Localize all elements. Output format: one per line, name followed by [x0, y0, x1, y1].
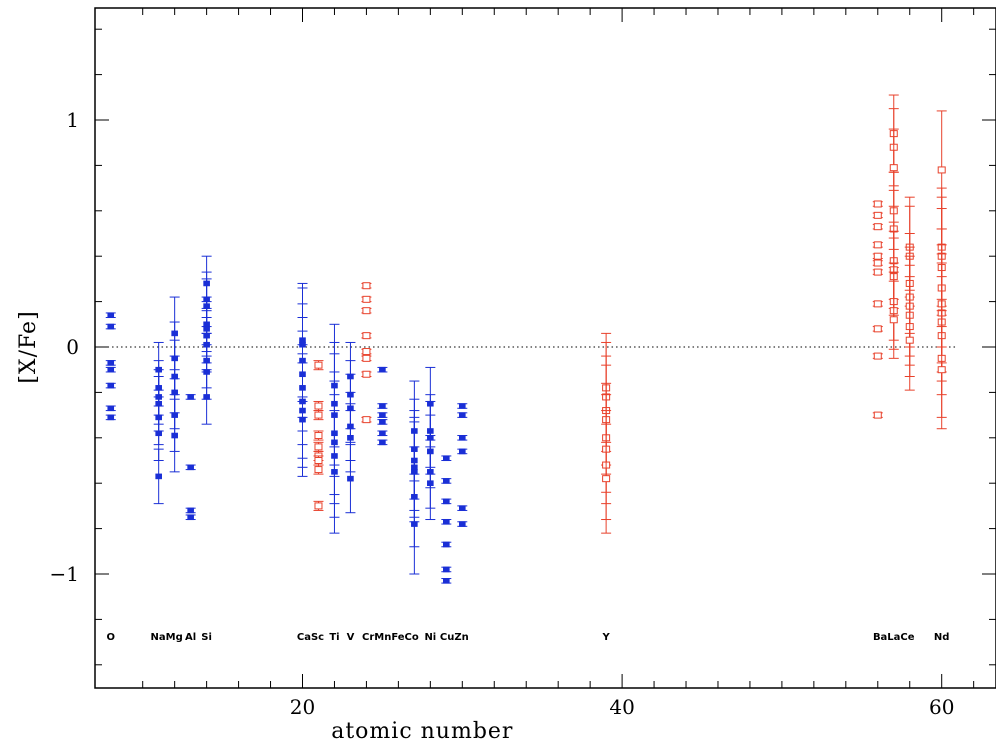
data-point	[187, 394, 194, 400]
data-point	[187, 514, 194, 521]
element-label: Y	[601, 632, 610, 643]
element-label: Si	[201, 632, 212, 643]
element-label: O	[106, 632, 115, 643]
element-label: Ti	[329, 632, 339, 643]
data-point	[314, 457, 323, 464]
data-point	[314, 443, 323, 451]
element-label: Al	[185, 632, 196, 643]
data-point	[187, 464, 194, 471]
data-point	[873, 268, 882, 276]
x-axis-label: atomic number	[331, 719, 513, 744]
data-point	[155, 430, 162, 437]
data-point	[873, 252, 882, 260]
data-point	[362, 295, 371, 303]
data-point	[602, 475, 611, 483]
data-point	[314, 402, 323, 410]
data-point	[873, 223, 882, 231]
data-point	[107, 323, 115, 330]
data-point	[331, 469, 338, 475]
plot-frame	[94, 7, 996, 689]
data-point	[203, 394, 210, 400]
data-point	[873, 325, 882, 333]
data-point	[873, 200, 882, 208]
data-point	[379, 412, 386, 418]
data-point	[443, 566, 450, 573]
data-point	[347, 434, 354, 441]
data-point	[458, 505, 466, 511]
data-point	[443, 518, 450, 525]
data-point	[362, 370, 371, 378]
data-point	[314, 432, 323, 440]
data-point	[107, 366, 115, 373]
series-open	[313, 94, 947, 534]
series-filled	[105, 255, 468, 584]
data-point	[443, 578, 450, 584]
data-point	[155, 473, 162, 480]
data-point	[427, 480, 434, 487]
data-point	[458, 521, 466, 527]
x-tick-label: 20	[290, 695, 315, 719]
data-point	[107, 360, 115, 366]
data-point	[937, 166, 946, 174]
y-tick-label: 0	[66, 335, 79, 359]
element-label: CrMnFeCo	[362, 632, 419, 643]
data-point	[314, 466, 323, 474]
data-point	[458, 448, 466, 455]
data-point	[458, 434, 466, 441]
data-point	[107, 414, 115, 421]
data-point	[314, 361, 323, 369]
element-label: CuZn	[440, 632, 469, 643]
element-label: Ni	[424, 632, 436, 643]
data-point	[314, 411, 323, 419]
data-point	[314, 502, 323, 510]
data-point	[187, 507, 194, 514]
data-point	[362, 332, 371, 340]
data-point	[937, 366, 946, 374]
data-point	[443, 498, 450, 505]
data-point	[379, 439, 386, 446]
data-point	[458, 412, 466, 418]
element-label: Nd	[934, 632, 950, 643]
data-point	[443, 455, 450, 462]
data-point	[443, 541, 450, 548]
element-label: NaMg	[151, 632, 183, 643]
x-tick-label: 60	[929, 695, 954, 719]
data-point	[873, 259, 882, 267]
element-label: CaSc	[297, 632, 324, 643]
data-point	[171, 432, 178, 439]
data-point	[873, 411, 882, 419]
data-point	[347, 475, 354, 482]
data-point	[889, 316, 898, 324]
element-label: BaLaCe	[873, 632, 915, 643]
data-point	[379, 403, 386, 409]
data-point	[379, 430, 386, 437]
x-tick-label: 40	[609, 695, 634, 719]
y-axis-label: [X/Fe]	[16, 310, 41, 383]
y-tick-label: 1	[66, 108, 79, 132]
data-point	[873, 300, 882, 308]
data-point	[107, 382, 115, 389]
data-point	[443, 478, 450, 484]
data-point	[458, 403, 466, 409]
data-point	[873, 352, 882, 360]
data-point	[889, 164, 898, 172]
element-label: V	[347, 632, 355, 643]
data-point	[905, 336, 914, 344]
data-point	[362, 354, 371, 362]
data-point	[379, 366, 386, 373]
data-point	[362, 348, 371, 356]
data-point	[379, 419, 386, 425]
data-point	[107, 312, 115, 319]
data-point	[362, 416, 371, 424]
data-point	[411, 521, 418, 527]
data-point	[362, 282, 371, 290]
y-tick-label: −1	[50, 562, 79, 586]
data-point	[107, 405, 115, 412]
data-point	[873, 241, 882, 249]
data-point	[362, 307, 371, 315]
data-point	[299, 416, 306, 423]
data-point	[873, 211, 882, 219]
